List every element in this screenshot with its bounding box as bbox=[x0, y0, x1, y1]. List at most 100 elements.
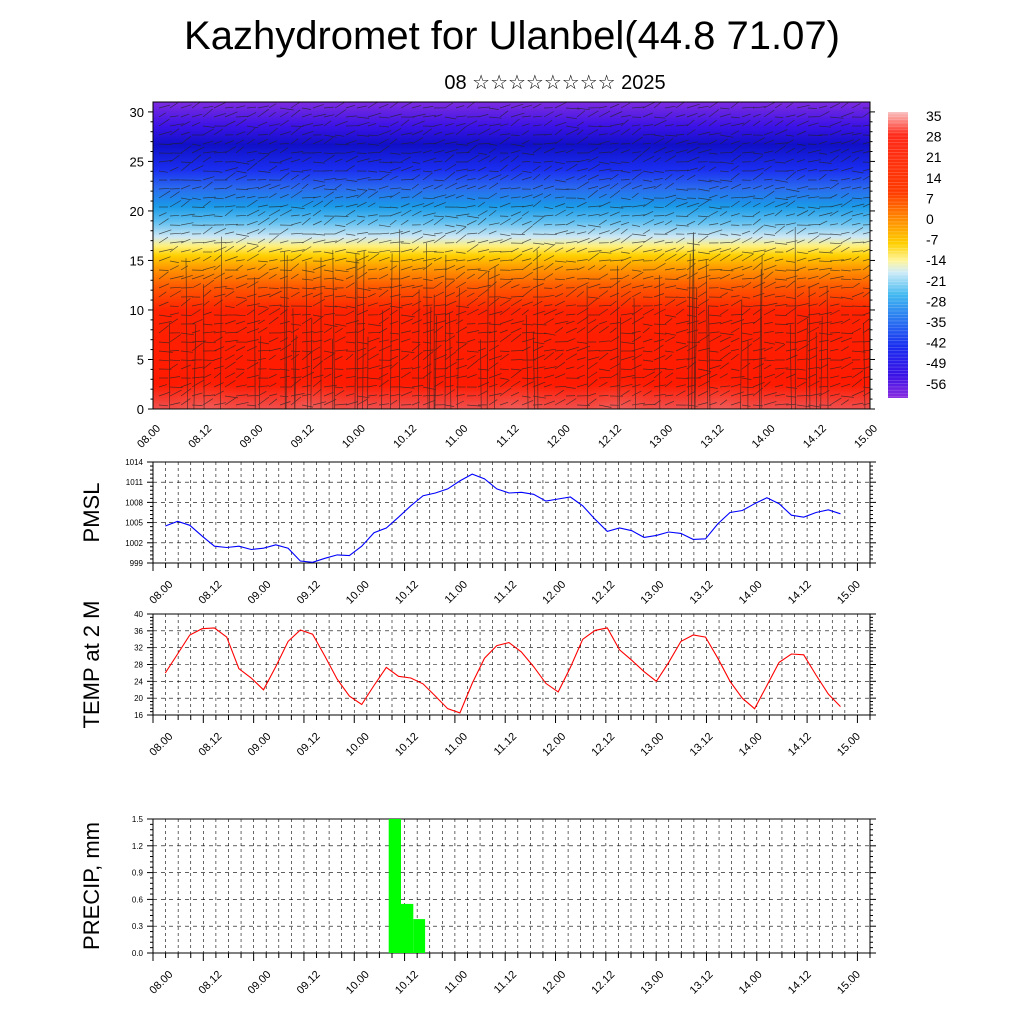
wind-barb bbox=[246, 281, 259, 289]
wind-barb bbox=[730, 165, 739, 172]
wind-barb bbox=[488, 344, 499, 352]
wind-barb bbox=[444, 230, 457, 235]
wind-barb bbox=[851, 367, 864, 370]
wind-barb bbox=[752, 106, 767, 109]
wind-barb bbox=[840, 192, 849, 199]
x-tick-label: 15.00 bbox=[852, 423, 880, 451]
wind-barb bbox=[411, 385, 424, 388]
wind-barb bbox=[851, 186, 862, 190]
wind-barb bbox=[235, 175, 248, 181]
wind-barb bbox=[807, 169, 818, 172]
wind-barb bbox=[576, 136, 588, 145]
wind-barb bbox=[169, 286, 182, 289]
wind-barb bbox=[675, 246, 685, 253]
wind-barb bbox=[829, 348, 839, 352]
wind-barb bbox=[378, 286, 392, 289]
wind-barb bbox=[323, 287, 338, 290]
wind-barb bbox=[565, 240, 578, 244]
wind-barb bbox=[356, 236, 367, 244]
wind-barb bbox=[378, 125, 390, 128]
x-tick-label: 08.12 bbox=[197, 969, 225, 997]
wind-barb bbox=[851, 156, 860, 163]
wind-barb bbox=[708, 210, 718, 217]
x-tick-label: 11.00 bbox=[443, 969, 470, 996]
wind-barb bbox=[235, 401, 249, 406]
wind-barb bbox=[565, 338, 576, 343]
wind-barb bbox=[752, 348, 766, 352]
wind-barb bbox=[774, 278, 787, 281]
wind-barb bbox=[653, 137, 665, 145]
wind-barb bbox=[840, 375, 853, 379]
wind-barb bbox=[279, 228, 289, 235]
wind-barb bbox=[389, 231, 403, 235]
wind-barb bbox=[279, 185, 290, 190]
wind-barb bbox=[521, 220, 532, 226]
wind-barb bbox=[257, 341, 269, 345]
wind-barb bbox=[246, 253, 259, 262]
wind-barb bbox=[521, 262, 533, 271]
precip-bar bbox=[401, 903, 414, 953]
wind-barb bbox=[862, 258, 870, 262]
wind-barb bbox=[455, 125, 467, 136]
wind-barb bbox=[697, 251, 710, 255]
wind-barb bbox=[378, 161, 393, 164]
wind-barb bbox=[257, 211, 266, 217]
wind-barb bbox=[675, 296, 686, 299]
wind-barb bbox=[609, 129, 620, 136]
wind-barb bbox=[180, 145, 192, 154]
wind-barb bbox=[741, 119, 751, 127]
wind-barb bbox=[741, 201, 752, 208]
wind-barb bbox=[587, 265, 596, 271]
wind-barb bbox=[455, 251, 466, 254]
wind-barb bbox=[697, 199, 710, 208]
wind-barb bbox=[224, 172, 236, 181]
wind-barb bbox=[774, 403, 789, 406]
wind-barb bbox=[169, 128, 180, 136]
wind-barb bbox=[301, 196, 316, 199]
wind-barb bbox=[257, 217, 270, 226]
wind-barb bbox=[565, 247, 576, 253]
wind-barb bbox=[257, 305, 268, 308]
wind-barb bbox=[840, 139, 855, 145]
x-tick-label: 08.00 bbox=[147, 579, 175, 607]
wind-barb bbox=[169, 142, 182, 145]
wind-barb bbox=[301, 246, 312, 253]
wind-barb bbox=[730, 102, 739, 109]
wind-barb bbox=[455, 271, 466, 280]
wind-barb bbox=[433, 194, 447, 199]
wind-barb bbox=[312, 184, 326, 190]
wind-barb bbox=[400, 188, 411, 191]
wind-barb bbox=[257, 170, 271, 173]
wind-barb bbox=[598, 106, 608, 109]
wind-barb bbox=[235, 283, 248, 289]
wind-barb bbox=[367, 323, 382, 327]
wind-barb bbox=[290, 249, 305, 253]
wind-barb bbox=[224, 361, 236, 370]
wind-barb bbox=[774, 103, 783, 109]
wind-barb bbox=[620, 234, 633, 244]
wind-barb bbox=[719, 399, 728, 406]
wind-barb bbox=[235, 116, 248, 118]
wind-barb bbox=[510, 380, 521, 388]
wind-barb bbox=[268, 161, 282, 164]
panel-frame bbox=[152, 818, 871, 954]
wind-barb bbox=[180, 121, 191, 127]
wind-barb bbox=[411, 300, 422, 307]
wind-barb bbox=[653, 177, 664, 181]
wind-barb bbox=[818, 272, 831, 280]
wind-barb bbox=[752, 357, 767, 361]
wind-barb bbox=[158, 187, 170, 190]
wind-barb bbox=[488, 311, 503, 316]
wind-barb bbox=[730, 274, 745, 280]
wind-barb bbox=[466, 120, 478, 127]
wind-barb bbox=[829, 203, 843, 208]
wind-barb bbox=[213, 170, 223, 173]
y-tick-label: 0.6 bbox=[132, 895, 144, 904]
wind-barb bbox=[158, 104, 171, 109]
wind-barb bbox=[521, 346, 531, 352]
wind-barb bbox=[697, 258, 709, 262]
wind-barb bbox=[609, 363, 621, 370]
wind-barb bbox=[466, 297, 479, 307]
x-tick-label: 10.12 bbox=[391, 423, 419, 451]
wind-barb bbox=[785, 188, 800, 192]
